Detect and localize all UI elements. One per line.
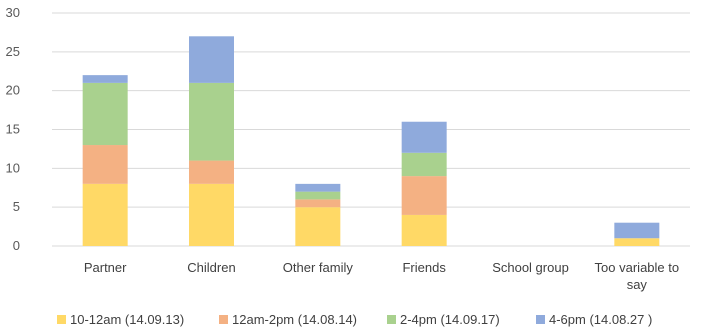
y-tick-label: 30 <box>6 5 20 20</box>
bar-stack <box>82 75 128 246</box>
legend-item: 4-6pm (14.08.27 ) <box>536 312 652 327</box>
bar-segment <box>189 36 234 83</box>
bar-segment <box>82 145 128 184</box>
legend-swatch <box>387 315 396 324</box>
bar-segment <box>189 160 234 184</box>
bar-segment <box>401 214 447 246</box>
x-category-label: Partner <box>84 260 127 275</box>
x-axis-category-labels: Partner Children Other family Friends School… <box>84 260 679 292</box>
legend-swatch <box>536 315 545 324</box>
bar-segment <box>401 176 447 215</box>
bar-stack <box>614 222 660 246</box>
legend: 10-12am (14.09.13) 12am-2pm (14.08.14) 2-4… <box>57 312 652 327</box>
bar-segment <box>614 222 660 239</box>
bar-segment <box>295 207 341 246</box>
legend-item: 10-12am (14.09.13) <box>57 312 184 327</box>
bar-segment <box>189 183 234 246</box>
y-axis-tick-labels: 0 5 10 15 20 25 30 <box>6 5 20 253</box>
x-category-label: Too variable to <box>595 260 680 275</box>
bar-segment <box>82 75 128 83</box>
x-category-label: Children <box>187 260 235 275</box>
bar-segment <box>295 183 341 192</box>
x-category-label: Other family <box>283 260 354 275</box>
bar-stack <box>189 36 234 246</box>
y-tick-label: 20 <box>6 83 20 98</box>
bar-stack <box>295 183 341 246</box>
legend-label: 4-6pm (14.08.27 ) <box>549 312 652 327</box>
legend-label: 2-4pm (14.09.17) <box>400 312 500 327</box>
bars <box>82 36 660 246</box>
bar-segment <box>189 82 234 161</box>
legend-item: 2-4pm (14.09.17) <box>387 312 500 327</box>
y-tick-label: 15 <box>6 122 20 137</box>
legend-label: 12am-2pm (14.08.14) <box>232 312 357 327</box>
bar-segment <box>82 183 128 246</box>
x-category-label: say <box>627 277 648 292</box>
legend-label: 10-12am (14.09.13) <box>70 312 184 327</box>
x-category-label: Friends <box>402 260 446 275</box>
bar-segment <box>614 238 660 246</box>
bar-segment <box>295 191 341 200</box>
bar-segment <box>295 199 341 208</box>
bar-segment <box>82 82 128 146</box>
y-tick-label: 25 <box>6 44 20 59</box>
bar-stack <box>401 121 447 246</box>
gridlines <box>52 12 690 247</box>
x-category-label: School group <box>492 260 569 275</box>
y-tick-label: 0 <box>13 238 20 253</box>
bar-segment <box>401 152 447 177</box>
y-tick-label: 5 <box>13 199 20 214</box>
legend-swatch <box>219 315 228 324</box>
legend-item: 12am-2pm (14.08.14) <box>219 312 357 327</box>
y-tick-label: 10 <box>6 160 20 175</box>
bar-segment <box>401 121 447 153</box>
legend-swatch <box>57 315 66 324</box>
